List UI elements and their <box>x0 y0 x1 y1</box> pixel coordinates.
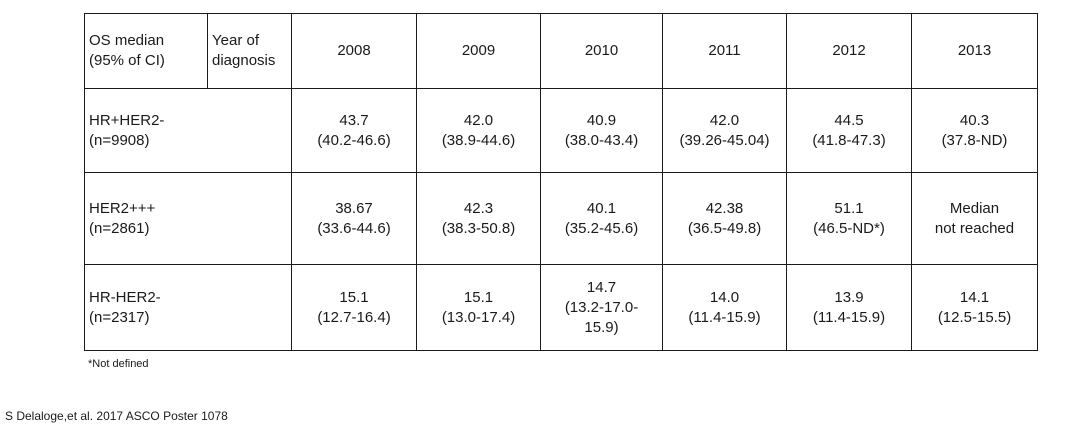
table-header-row: OS median (95% of CI) Year of diagnosis … <box>84 13 1038 89</box>
value-cell: 44.5 (41.8-47.3) <box>786 88 912 173</box>
value-cell: 40.1 (35.2-45.6) <box>540 172 663 265</box>
value-cell: 42.0 (39.26-45.04) <box>662 88 787 173</box>
value-cell: 40.3 (37.8-ND) <box>911 88 1038 173</box>
value-cell: 51.1 (46.5-ND*) <box>786 172 912 265</box>
value-cell: 42.3 (38.3-50.8) <box>416 172 541 265</box>
os-median-table: OS median (95% of CI) Year of diagnosis … <box>84 13 1038 351</box>
table-row-hr-neg-her2-neg: HR-HER2- (n=2317) 15.1 (12.7-16.4) 15.1 … <box>84 264 1038 351</box>
year-header-2009: 2009 <box>416 13 541 89</box>
citation-text: S Delaloge,et al. 2017 ASCO Poster 1078 <box>5 409 228 423</box>
row-label-her2-pos: HER2+++ (n=2861) <box>84 172 292 265</box>
footnote-not-defined: *Not defined <box>88 358 149 370</box>
value-cell: 14.0 (11.4-15.9) <box>662 264 787 351</box>
value-cell: 13.9 (11.4-15.9) <box>786 264 912 351</box>
value-cell: 42.38 (36.5-49.8) <box>662 172 787 265</box>
value-cell: 15.1 (12.7-16.4) <box>291 264 417 351</box>
value-cell: 38.67 (33.6-44.6) <box>291 172 417 265</box>
year-header-2011: 2011 <box>662 13 787 89</box>
row-label-hr-neg-her2-neg: HR-HER2- (n=2317) <box>84 264 292 351</box>
year-header-2013: 2013 <box>911 13 1038 89</box>
value-cell: 43.7 (40.2-46.6) <box>291 88 417 173</box>
corner-header-cell: OS median (95% of CI) <box>84 13 208 89</box>
table-row-hr-pos-her2-neg: HR+HER2- (n=9908) 43.7 (40.2-46.6) 42.0 … <box>84 88 1038 173</box>
year-header-2012: 2012 <box>786 13 912 89</box>
value-cell: 40.9 (38.0-43.4) <box>540 88 663 173</box>
value-cell: Median not reached <box>911 172 1038 265</box>
year-header-2010: 2010 <box>540 13 663 89</box>
value-cell: 14.7 (13.2-17.0- 15.9) <box>540 264 663 351</box>
year-header-2008: 2008 <box>291 13 417 89</box>
value-cell: 14.1 (12.5-15.5) <box>911 264 1038 351</box>
year-of-diagnosis-header-cell: Year of diagnosis <box>207 13 292 89</box>
value-cell: 42.0 (38.9-44.6) <box>416 88 541 173</box>
row-label-hr-pos-her2-neg: HR+HER2- (n=9908) <box>84 88 292 173</box>
value-cell: 15.1 (13.0-17.4) <box>416 264 541 351</box>
table-row-her2-pos: HER2+++ (n=2861) 38.67 (33.6-44.6) 42.3 … <box>84 172 1038 265</box>
